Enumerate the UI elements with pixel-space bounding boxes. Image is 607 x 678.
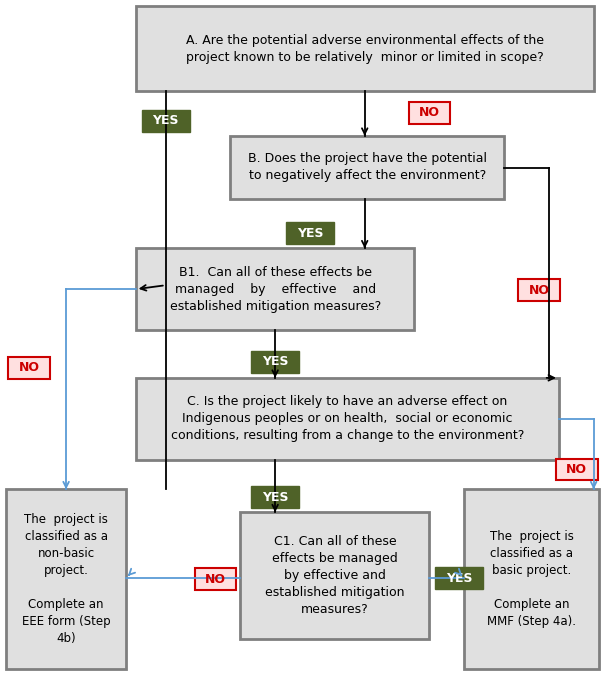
Text: B1.  Can all of these effects be
managed    by    effective    and
established m: B1. Can all of these effects be managed … xyxy=(169,266,381,313)
FancyBboxPatch shape xyxy=(556,458,598,481)
FancyBboxPatch shape xyxy=(194,568,236,590)
FancyBboxPatch shape xyxy=(240,513,429,639)
FancyBboxPatch shape xyxy=(6,490,126,669)
FancyBboxPatch shape xyxy=(136,6,594,91)
Text: C. Is the project likely to have an adverse effect on
Indigenous peoples or on h: C. Is the project likely to have an adve… xyxy=(171,395,524,442)
Text: The  project is
classified as a
non-basic
project.

Complete an
EEE form (Step
4: The project is classified as a non-basic… xyxy=(22,513,110,645)
FancyBboxPatch shape xyxy=(136,248,415,330)
Text: C1. Can all of these
effects be managed
by effective and
established mitigation
: C1. Can all of these effects be managed … xyxy=(265,535,405,616)
FancyBboxPatch shape xyxy=(136,378,559,460)
Text: YES: YES xyxy=(446,572,472,584)
FancyBboxPatch shape xyxy=(8,357,50,379)
Text: YES: YES xyxy=(262,355,288,368)
Text: YES: YES xyxy=(262,491,288,504)
Text: NO: NO xyxy=(419,106,440,119)
FancyBboxPatch shape xyxy=(518,279,560,301)
FancyBboxPatch shape xyxy=(251,486,299,508)
Text: The  project is
classified as a
basic project.

Complete an
MMF (Step 4a).: The project is classified as a basic pro… xyxy=(487,530,576,628)
Text: YES: YES xyxy=(152,115,179,127)
FancyBboxPatch shape xyxy=(251,351,299,373)
FancyBboxPatch shape xyxy=(286,222,334,244)
Text: NO: NO xyxy=(566,463,587,476)
FancyBboxPatch shape xyxy=(464,490,599,669)
Text: NO: NO xyxy=(19,361,40,374)
FancyBboxPatch shape xyxy=(230,136,504,199)
FancyBboxPatch shape xyxy=(435,567,483,589)
Text: A. Are the potential adverse environmental effects of the
project known to be re: A. Are the potential adverse environment… xyxy=(186,34,544,64)
FancyBboxPatch shape xyxy=(142,110,189,132)
Text: NO: NO xyxy=(529,283,549,297)
FancyBboxPatch shape xyxy=(409,102,450,124)
Text: NO: NO xyxy=(205,572,226,586)
Text: YES: YES xyxy=(297,227,323,240)
Text: B. Does the project have the potential
to negatively affect the environment?: B. Does the project have the potential t… xyxy=(248,152,487,182)
